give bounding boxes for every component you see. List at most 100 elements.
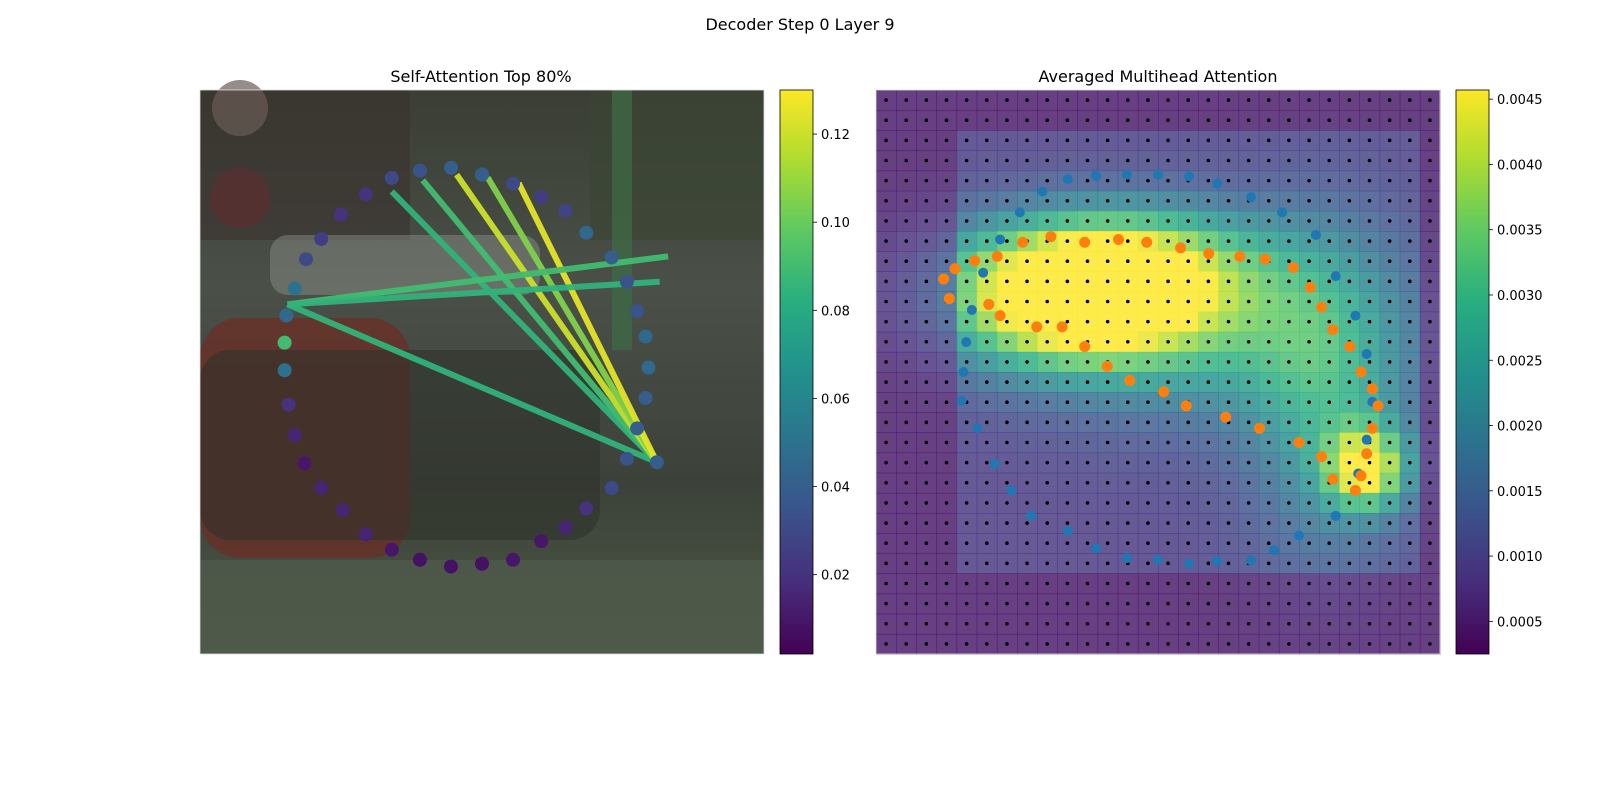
grid-dot: [1266, 158, 1271, 163]
grid-dot: [1005, 642, 1009, 646]
grid-dot: [1085, 440, 1090, 445]
grid-dot: [1327, 339, 1332, 344]
grid-dot: [964, 178, 969, 183]
grid-dot: [904, 178, 909, 183]
grid-dot: [1327, 561, 1332, 566]
grid-dot: [1186, 601, 1191, 606]
grid-dot: [1287, 501, 1291, 505]
grid-dot: [1186, 259, 1191, 264]
grid-dot: [1146, 561, 1150, 566]
grid-dot: [1105, 380, 1110, 384]
grid-dot: [1166, 299, 1170, 304]
grid-dot: [1347, 98, 1352, 102]
grid-dot: [1287, 420, 1291, 425]
attention-edge: [454, 172, 660, 464]
grid-dot: [1065, 521, 1070, 525]
query-vertex-point: [649, 455, 664, 470]
grid-dot: [1025, 198, 1029, 203]
multihead-attention-panel: Averaged Multihead Attention 0.0005 0.001…: [875, 67, 1543, 655]
blue-point: [1310, 229, 1321, 240]
grid-dot: [1166, 621, 1170, 626]
grid-dot: [1266, 460, 1271, 465]
grid-dot: [1045, 480, 1050, 485]
grid-dot: [1045, 420, 1050, 425]
grid-dot: [1166, 420, 1170, 425]
grid-dot: [1005, 198, 1009, 203]
grid-dot: [884, 360, 888, 364]
grid-dot: [1367, 299, 1372, 304]
grid-dot: [1246, 279, 1251, 284]
grid-dot: [1307, 239, 1311, 243]
grid-dot: [1307, 360, 1311, 364]
grid-dot: [1166, 98, 1170, 102]
grid-dot: [1025, 339, 1029, 344]
grid-dot: [1085, 621, 1090, 626]
grid-dot: [1307, 480, 1311, 485]
grid-dot: [1226, 561, 1231, 566]
vertex-point: [630, 421, 645, 436]
grid-dot: [1166, 460, 1170, 465]
grid-dot: [1226, 198, 1231, 203]
grid-dot: [884, 621, 888, 626]
grid-dot: [1226, 501, 1231, 505]
grid-dot: [1428, 339, 1432, 344]
grid-dot: [1226, 581, 1231, 586]
grid-dot: [1105, 319, 1110, 324]
grid-dot: [1025, 561, 1029, 566]
grid-dot: [924, 259, 929, 264]
orange-point: [938, 273, 950, 285]
grid-dot: [1307, 400, 1311, 405]
grid-dot: [1206, 521, 1211, 525]
grid-dot: [1025, 138, 1029, 143]
grid-dot: [1387, 521, 1392, 525]
left-colorbar-tick-label: 0.02: [821, 569, 850, 584]
grid-dot: [904, 420, 909, 425]
grid-dot: [1125, 360, 1130, 364]
grid-dot: [1367, 219, 1372, 223]
grid-dot: [1005, 440, 1009, 445]
grid-dot: [1166, 239, 1170, 243]
grid-dot: [1307, 299, 1311, 304]
grid-dot: [1307, 420, 1311, 425]
grid-dot: [1146, 279, 1150, 284]
grid-dot: [1146, 198, 1150, 203]
attention-edge: [287, 278, 660, 308]
grid-dot: [1166, 259, 1170, 264]
attention-heatmap: [876, 90, 1441, 655]
grid-dot: [1146, 380, 1150, 384]
grid-dot: [1045, 219, 1050, 223]
grid-dot: [984, 460, 989, 465]
grid-dot: [1065, 319, 1070, 324]
grid-dot: [964, 299, 969, 304]
grid-dot: [904, 198, 909, 203]
grid-dot: [1005, 501, 1009, 505]
grid-dot: [1327, 642, 1332, 646]
attention-edge: [515, 181, 660, 464]
grid-dot: [1246, 642, 1251, 646]
grid-dot: [1065, 279, 1070, 284]
grid-dot: [1387, 440, 1392, 445]
grid-dot: [1206, 319, 1211, 324]
grid-dot: [1307, 581, 1311, 586]
grid-dot: [1146, 420, 1150, 425]
orange-point: [1254, 422, 1266, 434]
grid-dot: [924, 541, 929, 546]
grid-dot: [1065, 138, 1070, 143]
grid-dot: [1428, 420, 1432, 425]
grid-dot: [1105, 178, 1110, 183]
grid-dot: [944, 440, 949, 445]
grid-dot: [1085, 118, 1090, 123]
grid-dot: [1266, 380, 1271, 384]
grid-dot: [884, 299, 888, 304]
grid-dot: [1266, 541, 1271, 546]
grid-dot: [1045, 521, 1050, 525]
grid-dot: [1065, 621, 1070, 626]
grid-dot: [884, 259, 888, 264]
grid-dot: [1045, 642, 1050, 646]
grid-dot: [1387, 198, 1392, 203]
grid-dot: [924, 239, 929, 243]
grid-dot: [1166, 541, 1170, 546]
attention-edge: [389, 189, 659, 465]
grid-dot: [1025, 480, 1029, 485]
grid-dot: [944, 460, 949, 465]
